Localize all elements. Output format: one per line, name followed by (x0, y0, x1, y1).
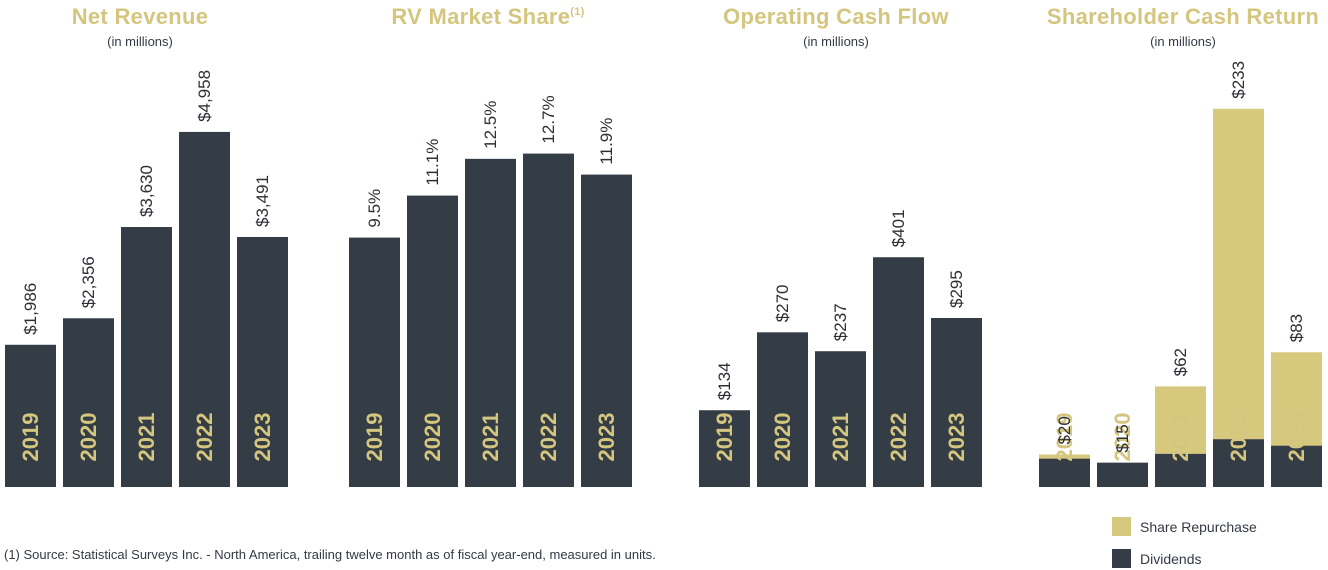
net-revenue-value-label-2020: $2,356 (79, 256, 98, 308)
rv-market-share-value-label-2020: 11.1% (423, 139, 442, 186)
rv-market-share-year-label-2023: 2023 (594, 413, 619, 462)
rv-market-share-bar-2023 (581, 174, 632, 487)
shareholder-cash-return-value-label-2023: $83 (1287, 314, 1306, 342)
operating-cash-flow-bar-2023 (931, 317, 982, 487)
chart-subtitle-net-revenue: (in millions) (107, 34, 173, 49)
rv-market-share-year-label-2020: 2020 (420, 413, 445, 462)
rv-market-share-footnote-marker: (1) (570, 6, 585, 18)
chart-title-shareholder-cash-return: Shareholder Cash Return (1046, 4, 1320, 29)
shareholder-cash-return-year-label-2021: 2021 (1168, 413, 1193, 462)
legend-swatch-dividends (1112, 549, 1131, 568)
rv-market-share-title-text: RV Market Share (391, 4, 571, 29)
shareholder-cash-return-year-label-2019: 2019 (1052, 413, 1077, 462)
shareholder-cash-return-value-label-2022: $233 (1229, 61, 1248, 99)
net-revenue-bar-2022 (179, 131, 230, 487)
rv-market-share-value-label-2021: 12.5% (481, 101, 500, 149)
chart-title-net-revenue: Net Revenue (71, 4, 209, 29)
shareholder-cash-return-year-label-2023: 2023 (1284, 413, 1309, 462)
chart-subtitle-operating-cash-flow: (in millions) (803, 34, 869, 49)
rv-market-share-value-label-2023: 11.9% (597, 118, 616, 165)
operating-cash-flow-bar-2022 (873, 257, 924, 487)
rv-market-share-year-label-2019: 2019 (362, 413, 387, 462)
operating-cash-flow-bar-2020 (757, 332, 808, 487)
operating-cash-flow-year-label-2019: 2019 (712, 413, 737, 462)
shareholder-cash-return-bar-repurchase-2021 (1155, 386, 1206, 454)
net-revenue-year-label-2023: 2023 (250, 413, 275, 462)
rv-market-share-value-label-2019: 9.5% (365, 189, 384, 228)
operating-cash-flow-value-label-2023: $295 (947, 270, 966, 308)
operating-cash-flow-value-label-2020: $270 (773, 284, 792, 322)
shareholder-cash-return-bar-dividends-2020 (1097, 462, 1148, 487)
shareholder-cash-return-value-label-2020: $15 (1113, 424, 1132, 452)
net-revenue-year-label-2020: 2020 (76, 413, 101, 462)
rv-market-share-value-label-2022: 12.7% (539, 95, 558, 143)
shareholder-cash-return-bar-repurchase-2022 (1213, 108, 1264, 440)
chart-title-rv-market-share: RV Market Share(1) (358, 4, 618, 30)
operating-cash-flow-year-label-2023: 2023 (944, 413, 969, 462)
operating-cash-flow-year-label-2022: 2022 (886, 413, 911, 462)
legend-label-share-repurchase: Share Repurchase (1140, 518, 1257, 535)
shareholder-cash-return-bar-dividends-2019 (1039, 458, 1090, 487)
rv-market-share-year-label-2022: 2022 (536, 413, 561, 462)
footnote: (1) Source: Statistical Surveys Inc. - N… (4, 547, 656, 562)
rv-market-share-bar-2019 (349, 237, 400, 487)
net-revenue-bar-2020 (63, 318, 114, 487)
rv-market-share-bar-2022 (523, 153, 574, 487)
net-revenue-value-label-2019: $1,986 (21, 283, 40, 335)
legend-item-share-repurchase: Share Repurchase (1112, 517, 1257, 536)
shareholder-cash-return-year-label-2020: 2020 (1110, 413, 1135, 462)
operating-cash-flow-value-label-2021: $237 (831, 303, 850, 341)
net-revenue-value-label-2023: $3,491 (253, 175, 272, 227)
operating-cash-flow-bar-2019 (699, 410, 750, 487)
chart-title-operating-cash-flow: Operating Cash Flow (723, 4, 949, 29)
rv-market-share-bar-2021 (465, 158, 516, 487)
shareholder-cash-return-bar-dividends-2023 (1271, 445, 1322, 487)
net-revenue-bar-2019 (5, 344, 56, 487)
net-revenue-year-label-2022: 2022 (192, 413, 217, 462)
net-revenue-bar-2021 (121, 227, 172, 487)
shareholder-cash-return-value-label-2021: $62 (1171, 348, 1190, 376)
legend-item-dividends: Dividends (1112, 549, 1201, 568)
operating-cash-flow-year-label-2021: 2021 (828, 413, 853, 462)
net-revenue-value-label-2022: $4,958 (195, 70, 214, 122)
operating-cash-flow-value-label-2019: $134 (715, 362, 734, 400)
shareholder-cash-return-bar-dividends-2022 (1213, 439, 1264, 487)
net-revenue-year-label-2019: 2019 (18, 413, 43, 462)
rv-market-share-year-label-2021: 2021 (478, 413, 503, 462)
chart-subtitle-shareholder-cash-return: (in millions) (1150, 34, 1216, 49)
rv-market-share-bar-2020 (407, 195, 458, 488)
operating-cash-flow-value-label-2022: $401 (889, 209, 908, 247)
legend-label-dividends: Dividends (1140, 550, 1202, 567)
shareholder-cash-return-bar-dividends-2021 (1155, 453, 1206, 487)
legend-swatch-share-repurchase (1112, 517, 1131, 536)
net-revenue-bar-2023 (237, 236, 288, 487)
operating-cash-flow-bar-2021 (815, 351, 866, 487)
shareholder-cash-return-bar-repurchase-2023 (1271, 352, 1322, 446)
net-revenue-value-label-2021: $3,630 (137, 165, 156, 217)
shareholder-cash-return-year-label-2022: 2022 (1226, 413, 1251, 462)
shareholder-cash-return-value-label-2019: $20 (1055, 416, 1074, 444)
operating-cash-flow-year-label-2020: 2020 (770, 413, 795, 462)
shareholder-cash-return-bar-repurchase-2019 (1039, 454, 1090, 459)
net-revenue-year-label-2021: 2021 (134, 413, 159, 462)
